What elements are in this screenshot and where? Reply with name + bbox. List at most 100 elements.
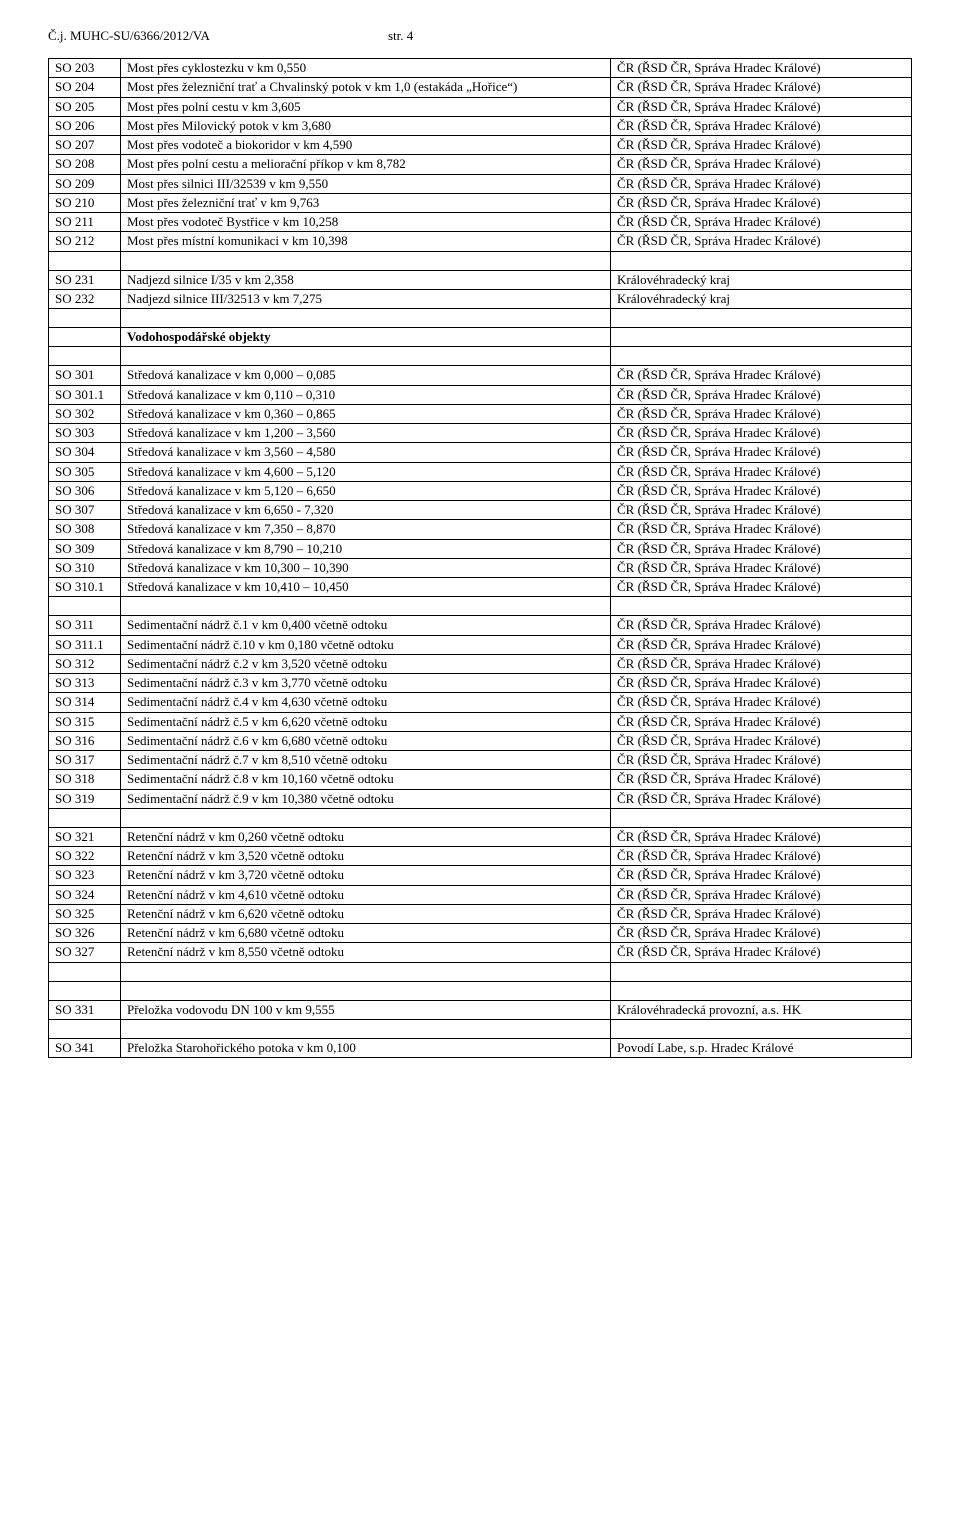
cell-description xyxy=(121,309,611,328)
cell-description: Most přes železniční trať v km 9,763 xyxy=(121,193,611,212)
cell-owner xyxy=(611,1019,912,1038)
cell-owner: Královéhradecká provozní, a.s. HK xyxy=(611,1000,912,1019)
cell-description: Sedimentační nádrž č.4 v km 4,630 včetně… xyxy=(121,693,611,712)
header-page: str. 4 xyxy=(388,28,413,44)
cell-description xyxy=(121,808,611,827)
cell-owner xyxy=(611,808,912,827)
cell-code: SO 325 xyxy=(49,904,121,923)
table-row: SO 311Sedimentační nádrž č.1 v km 0,400 … xyxy=(49,616,912,635)
cell-code: SO 311.1 xyxy=(49,635,121,654)
cell-description: Sedimentační nádrž č.6 v km 6,680 včetně… xyxy=(121,731,611,750)
cell-description: Přeložka vodovodu DN 100 v km 9,555 xyxy=(121,1000,611,1019)
table-row xyxy=(49,251,912,270)
table-row: SO 304Středová kanalizace v km 3,560 – 4… xyxy=(49,443,912,462)
cell-owner: Královéhradecký kraj xyxy=(611,270,912,289)
cell-owner: ČR (ŘSD ČR, Správa Hradec Králové) xyxy=(611,558,912,577)
cell-description: Sedimentační nádrž č.3 v km 3,770 včetně… xyxy=(121,674,611,693)
table-row: SO 207Most přes vodoteč a biokoridor v k… xyxy=(49,136,912,155)
cell-description: Středová kanalizace v km 10,300 – 10,390 xyxy=(121,558,611,577)
cell-owner xyxy=(611,347,912,366)
table-row: SO 301.1Středová kanalizace v km 0,110 –… xyxy=(49,385,912,404)
cell-code: SO 305 xyxy=(49,462,121,481)
cell-owner: ČR (ŘSD ČR, Správa Hradec Králové) xyxy=(611,712,912,731)
cell-description: Sedimentační nádrž č.5 v km 6,620 včetně… xyxy=(121,712,611,731)
table-row: SO 211Most přes vodoteč Bystřice v km 10… xyxy=(49,213,912,232)
table-row: SO 323Retenční nádrž v km 3,720 včetně o… xyxy=(49,866,912,885)
table-row: SO 303Středová kanalizace v km 1,200 – 3… xyxy=(49,424,912,443)
cell-code: SO 309 xyxy=(49,539,121,558)
cell-code: SO 313 xyxy=(49,674,121,693)
cell-description: Most přes polní cestu a meliorační příko… xyxy=(121,155,611,174)
cell-description: Středová kanalizace v km 3,560 – 4,580 xyxy=(121,443,611,462)
cell-description: Most přes silnici III/32539 v km 9,550 xyxy=(121,174,611,193)
cell-owner: ČR (ŘSD ČR, Správa Hradec Králové) xyxy=(611,904,912,923)
table-row: SO 210Most přes železniční trať v km 9,7… xyxy=(49,193,912,212)
cell-owner xyxy=(611,309,912,328)
cell-code: SO 324 xyxy=(49,885,121,904)
table-row: SO 341Přeložka Starohořického potoka v k… xyxy=(49,1038,912,1057)
table-row: SO 319Sedimentační nádrž č.9 v km 10,380… xyxy=(49,789,912,808)
cell-description: Sedimentační nádrž č.8 v km 10,160 včetn… xyxy=(121,770,611,789)
cell-description: Středová kanalizace v km 8,790 – 10,210 xyxy=(121,539,611,558)
cell-owner: ČR (ŘSD ČR, Správa Hradec Králové) xyxy=(611,193,912,212)
cell-code xyxy=(49,808,121,827)
cell-description: Středová kanalizace v km 4,600 – 5,120 xyxy=(121,462,611,481)
cell-code: SO 210 xyxy=(49,193,121,212)
cell-owner: ČR (ŘSD ČR, Správa Hradec Králové) xyxy=(611,616,912,635)
cell-code: SO 312 xyxy=(49,654,121,673)
cell-description: Nadjezd silnice I/35 v km 2,358 xyxy=(121,270,611,289)
cell-owner: ČR (ŘSD ČR, Správa Hradec Králové) xyxy=(611,943,912,962)
cell-description: Nadjezd silnice III/32513 v km 7,275 xyxy=(121,289,611,308)
header-ref: Č.j. MUHC-SU/6366/2012/VA xyxy=(48,28,388,44)
cell-owner xyxy=(611,328,912,347)
table-row: Vodohospodářské objekty xyxy=(49,328,912,347)
cell-code xyxy=(49,981,121,1000)
table-row: SO 232Nadjezd silnice III/32513 v km 7,2… xyxy=(49,289,912,308)
cell-owner: ČR (ŘSD ČR, Správa Hradec Králové) xyxy=(611,827,912,846)
cell-code: SO 209 xyxy=(49,174,121,193)
cell-description: Retenční nádrž v km 8,550 včetně odtoku xyxy=(121,943,611,962)
cell-code: SO 211 xyxy=(49,213,121,232)
cell-owner: ČR (ŘSD ČR, Správa Hradec Králové) xyxy=(611,635,912,654)
table-row xyxy=(49,597,912,616)
cell-code: SO 310 xyxy=(49,558,121,577)
table-row: SO 305Středová kanalizace v km 4,600 – 5… xyxy=(49,462,912,481)
cell-description: Středová kanalizace v km 10,410 – 10,450 xyxy=(121,578,611,597)
cell-owner: ČR (ŘSD ČR, Správa Hradec Králové) xyxy=(611,366,912,385)
objects-table: SO 203Most přes cyklostezku v km 0,550ČR… xyxy=(48,58,912,1058)
cell-code: SO 207 xyxy=(49,136,121,155)
cell-code xyxy=(49,597,121,616)
cell-owner xyxy=(611,981,912,1000)
cell-description: Retenční nádrž v km 3,720 včetně odtoku xyxy=(121,866,611,885)
cell-owner: ČR (ŘSD ČR, Správa Hradec Králové) xyxy=(611,97,912,116)
cell-description: Retenční nádrž v km 0,260 včetně odtoku xyxy=(121,827,611,846)
table-row: SO 315Sedimentační nádrž č.5 v km 6,620 … xyxy=(49,712,912,731)
cell-owner: ČR (ŘSD ČR, Správa Hradec Králové) xyxy=(611,116,912,135)
cell-description: Středová kanalizace v km 0,000 – 0,085 xyxy=(121,366,611,385)
cell-owner: ČR (ŘSD ČR, Správa Hradec Králové) xyxy=(611,693,912,712)
cell-code xyxy=(49,309,121,328)
cell-owner: ČR (ŘSD ČR, Správa Hradec Králové) xyxy=(611,654,912,673)
cell-owner: ČR (ŘSD ČR, Správa Hradec Králové) xyxy=(611,443,912,462)
cell-owner xyxy=(611,597,912,616)
cell-owner: ČR (ŘSD ČR, Správa Hradec Králové) xyxy=(611,520,912,539)
table-row xyxy=(49,347,912,366)
table-row: SO 308Středová kanalizace v km 7,350 – 8… xyxy=(49,520,912,539)
page-header: Č.j. MUHC-SU/6366/2012/VA str. 4 xyxy=(48,28,912,44)
cell-owner: ČR (ŘSD ČR, Správa Hradec Králové) xyxy=(611,136,912,155)
cell-description: Retenční nádrž v km 3,520 včetně odtoku xyxy=(121,847,611,866)
cell-owner: ČR (ŘSD ČR, Správa Hradec Králové) xyxy=(611,789,912,808)
cell-owner: Povodí Labe, s.p. Hradec Králové xyxy=(611,1038,912,1057)
cell-code: SO 206 xyxy=(49,116,121,135)
cell-owner: Královéhradecký kraj xyxy=(611,289,912,308)
cell-owner: ČR (ŘSD ČR, Správa Hradec Králové) xyxy=(611,462,912,481)
cell-code: SO 310.1 xyxy=(49,578,121,597)
cell-owner: ČR (ŘSD ČR, Správa Hradec Králové) xyxy=(611,385,912,404)
cell-owner: ČR (ŘSD ČR, Správa Hradec Králové) xyxy=(611,481,912,500)
cell-code: SO 341 xyxy=(49,1038,121,1057)
table-row xyxy=(49,962,912,981)
table-row: SO 312Sedimentační nádrž č.2 v km 3,520 … xyxy=(49,654,912,673)
cell-owner: ČR (ŘSD ČR, Správa Hradec Králové) xyxy=(611,78,912,97)
table-row: SO 307Středová kanalizace v km 6,650 - 7… xyxy=(49,501,912,520)
cell-description: Retenční nádrž v km 6,680 včetně odtoku xyxy=(121,924,611,943)
